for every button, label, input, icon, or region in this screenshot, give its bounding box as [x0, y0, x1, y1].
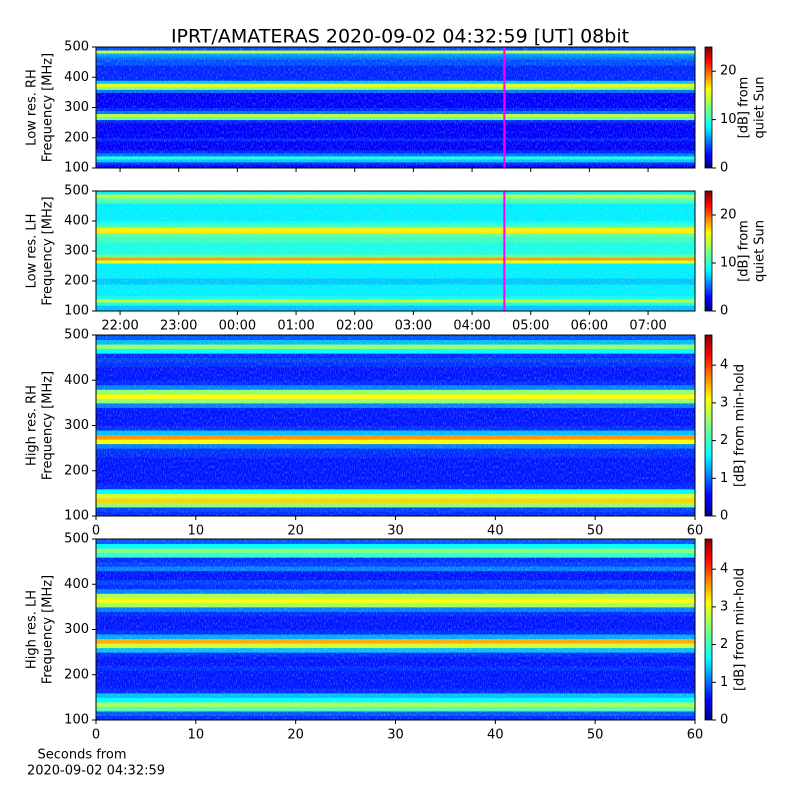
y-tick-label: 300 — [64, 100, 89, 115]
x-tick-label: 60 — [687, 524, 704, 539]
x-tick-label: 60 — [687, 728, 704, 743]
y-tick-label: 400 — [64, 373, 89, 388]
x-tick-label: 06:00 — [571, 319, 608, 334]
y-tick-label: 200 — [64, 274, 89, 289]
colorbar-tick-label: 2 — [720, 433, 728, 448]
x-axis-label: Seconds from — [37, 748, 126, 763]
x-tick-label: 10 — [188, 524, 205, 539]
noise-texture — [96, 539, 695, 720]
y-tick-label: 500 — [64, 328, 89, 343]
x-tick-label: 50 — [587, 728, 604, 743]
y-tick-label: 300 — [64, 418, 89, 433]
noise-texture — [96, 47, 695, 168]
y-axis-label: High res. LH — [25, 590, 40, 669]
y-tick-label: 500 — [64, 184, 89, 199]
y-tick-label: 200 — [64, 667, 89, 682]
noise-texture — [96, 335, 695, 516]
y-axis-label: Frequency [MHz] — [41, 371, 56, 480]
colorbar — [704, 538, 713, 721]
colorbar — [704, 190, 713, 312]
colorbar-tick-label: 10 — [720, 112, 737, 127]
x-tick-label: 0 — [92, 728, 100, 743]
colorbar-tick-label: 0 — [720, 509, 728, 524]
y-tick-label: 400 — [64, 577, 89, 592]
colorbar-tick-label: 3 — [720, 599, 728, 614]
y-tick-label: 500 — [64, 532, 89, 547]
x-tick-label: 50 — [587, 524, 604, 539]
x-tick-label: 0 — [92, 524, 100, 539]
colorbar-label: [dB] from — [737, 220, 752, 282]
colorbar-label: [dB] from min-hold — [733, 364, 748, 487]
colorbar-label: [dB] from min-hold — [733, 568, 748, 691]
x-tick-label: 30 — [387, 524, 404, 539]
colorbar-label: quiet Sun — [753, 220, 768, 282]
noise-texture — [96, 191, 695, 311]
colorbar-tick-label: 1 — [720, 471, 728, 486]
y-axis-label: High res. RH — [25, 385, 40, 466]
colorbar-label: quiet Sun — [753, 76, 768, 138]
x-tick-label: 00:00 — [219, 319, 256, 334]
colorbar — [704, 46, 713, 169]
y-tick-label: 100 — [64, 713, 89, 728]
colorbar-tick-label: 1 — [720, 675, 728, 690]
y-tick-label: 200 — [64, 463, 89, 478]
x-tick-label: 02:00 — [336, 319, 373, 334]
colorbar-tick-label: 2 — [720, 637, 728, 652]
colorbar-tick-label: 0 — [720, 304, 728, 319]
y-tick-label: 400 — [64, 214, 89, 229]
y-axis-label: Low res. LH — [25, 214, 40, 289]
y-tick-label: 300 — [64, 244, 89, 259]
y-tick-label: 500 — [64, 40, 89, 55]
x-tick-label: 20 — [287, 728, 304, 743]
x-tick-label: 01:00 — [277, 319, 314, 334]
y-axis-label: Frequency [MHz] — [41, 196, 56, 305]
colorbar-tick-label: 4 — [720, 562, 728, 577]
colorbar-tick-label: 0 — [720, 161, 728, 176]
y-axis-label: Low res. RH — [25, 69, 40, 146]
x-tick-label: 07:00 — [629, 319, 666, 334]
y-tick-label: 200 — [64, 130, 89, 145]
colorbar-tick-label: 3 — [720, 395, 728, 410]
y-tick-label: 300 — [64, 622, 89, 637]
x-tick-label: 22:00 — [101, 319, 138, 334]
x-tick-label: 30 — [387, 728, 404, 743]
colorbar-label: [dB] from — [737, 77, 752, 139]
x-tick-label: 04:00 — [453, 319, 490, 334]
x-tick-label: 05:00 — [512, 319, 549, 334]
colorbar — [704, 334, 713, 517]
x-tick-label: 10 — [188, 728, 205, 743]
x-tick-label: 23:00 — [160, 319, 197, 334]
colorbar-tick-label: 20 — [720, 64, 737, 79]
x-tick-label: 40 — [487, 524, 504, 539]
y-tick-label: 100 — [64, 161, 89, 176]
chart-title: IPRT/AMATERAS 2020-09-02 04:32:59 [UT] 0… — [171, 26, 629, 48]
x-axis-label: 2020-09-02 04:32:59 — [27, 764, 165, 779]
colorbar-tick-label: 0 — [720, 713, 728, 728]
x-tick-label: 40 — [487, 728, 504, 743]
colorbar-tick-label: 10 — [720, 256, 737, 271]
y-axis-label: Frequency [MHz] — [41, 53, 56, 162]
y-axis-label: Frequency [MHz] — [41, 575, 56, 684]
x-tick-label: 20 — [287, 524, 304, 539]
y-tick-label: 100 — [64, 304, 89, 319]
y-tick-label: 100 — [64, 509, 89, 524]
colorbar-tick-label: 20 — [720, 208, 737, 223]
colorbar-tick-label: 4 — [720, 358, 728, 373]
x-tick-label: 03:00 — [395, 319, 432, 334]
y-tick-label: 400 — [64, 70, 89, 85]
